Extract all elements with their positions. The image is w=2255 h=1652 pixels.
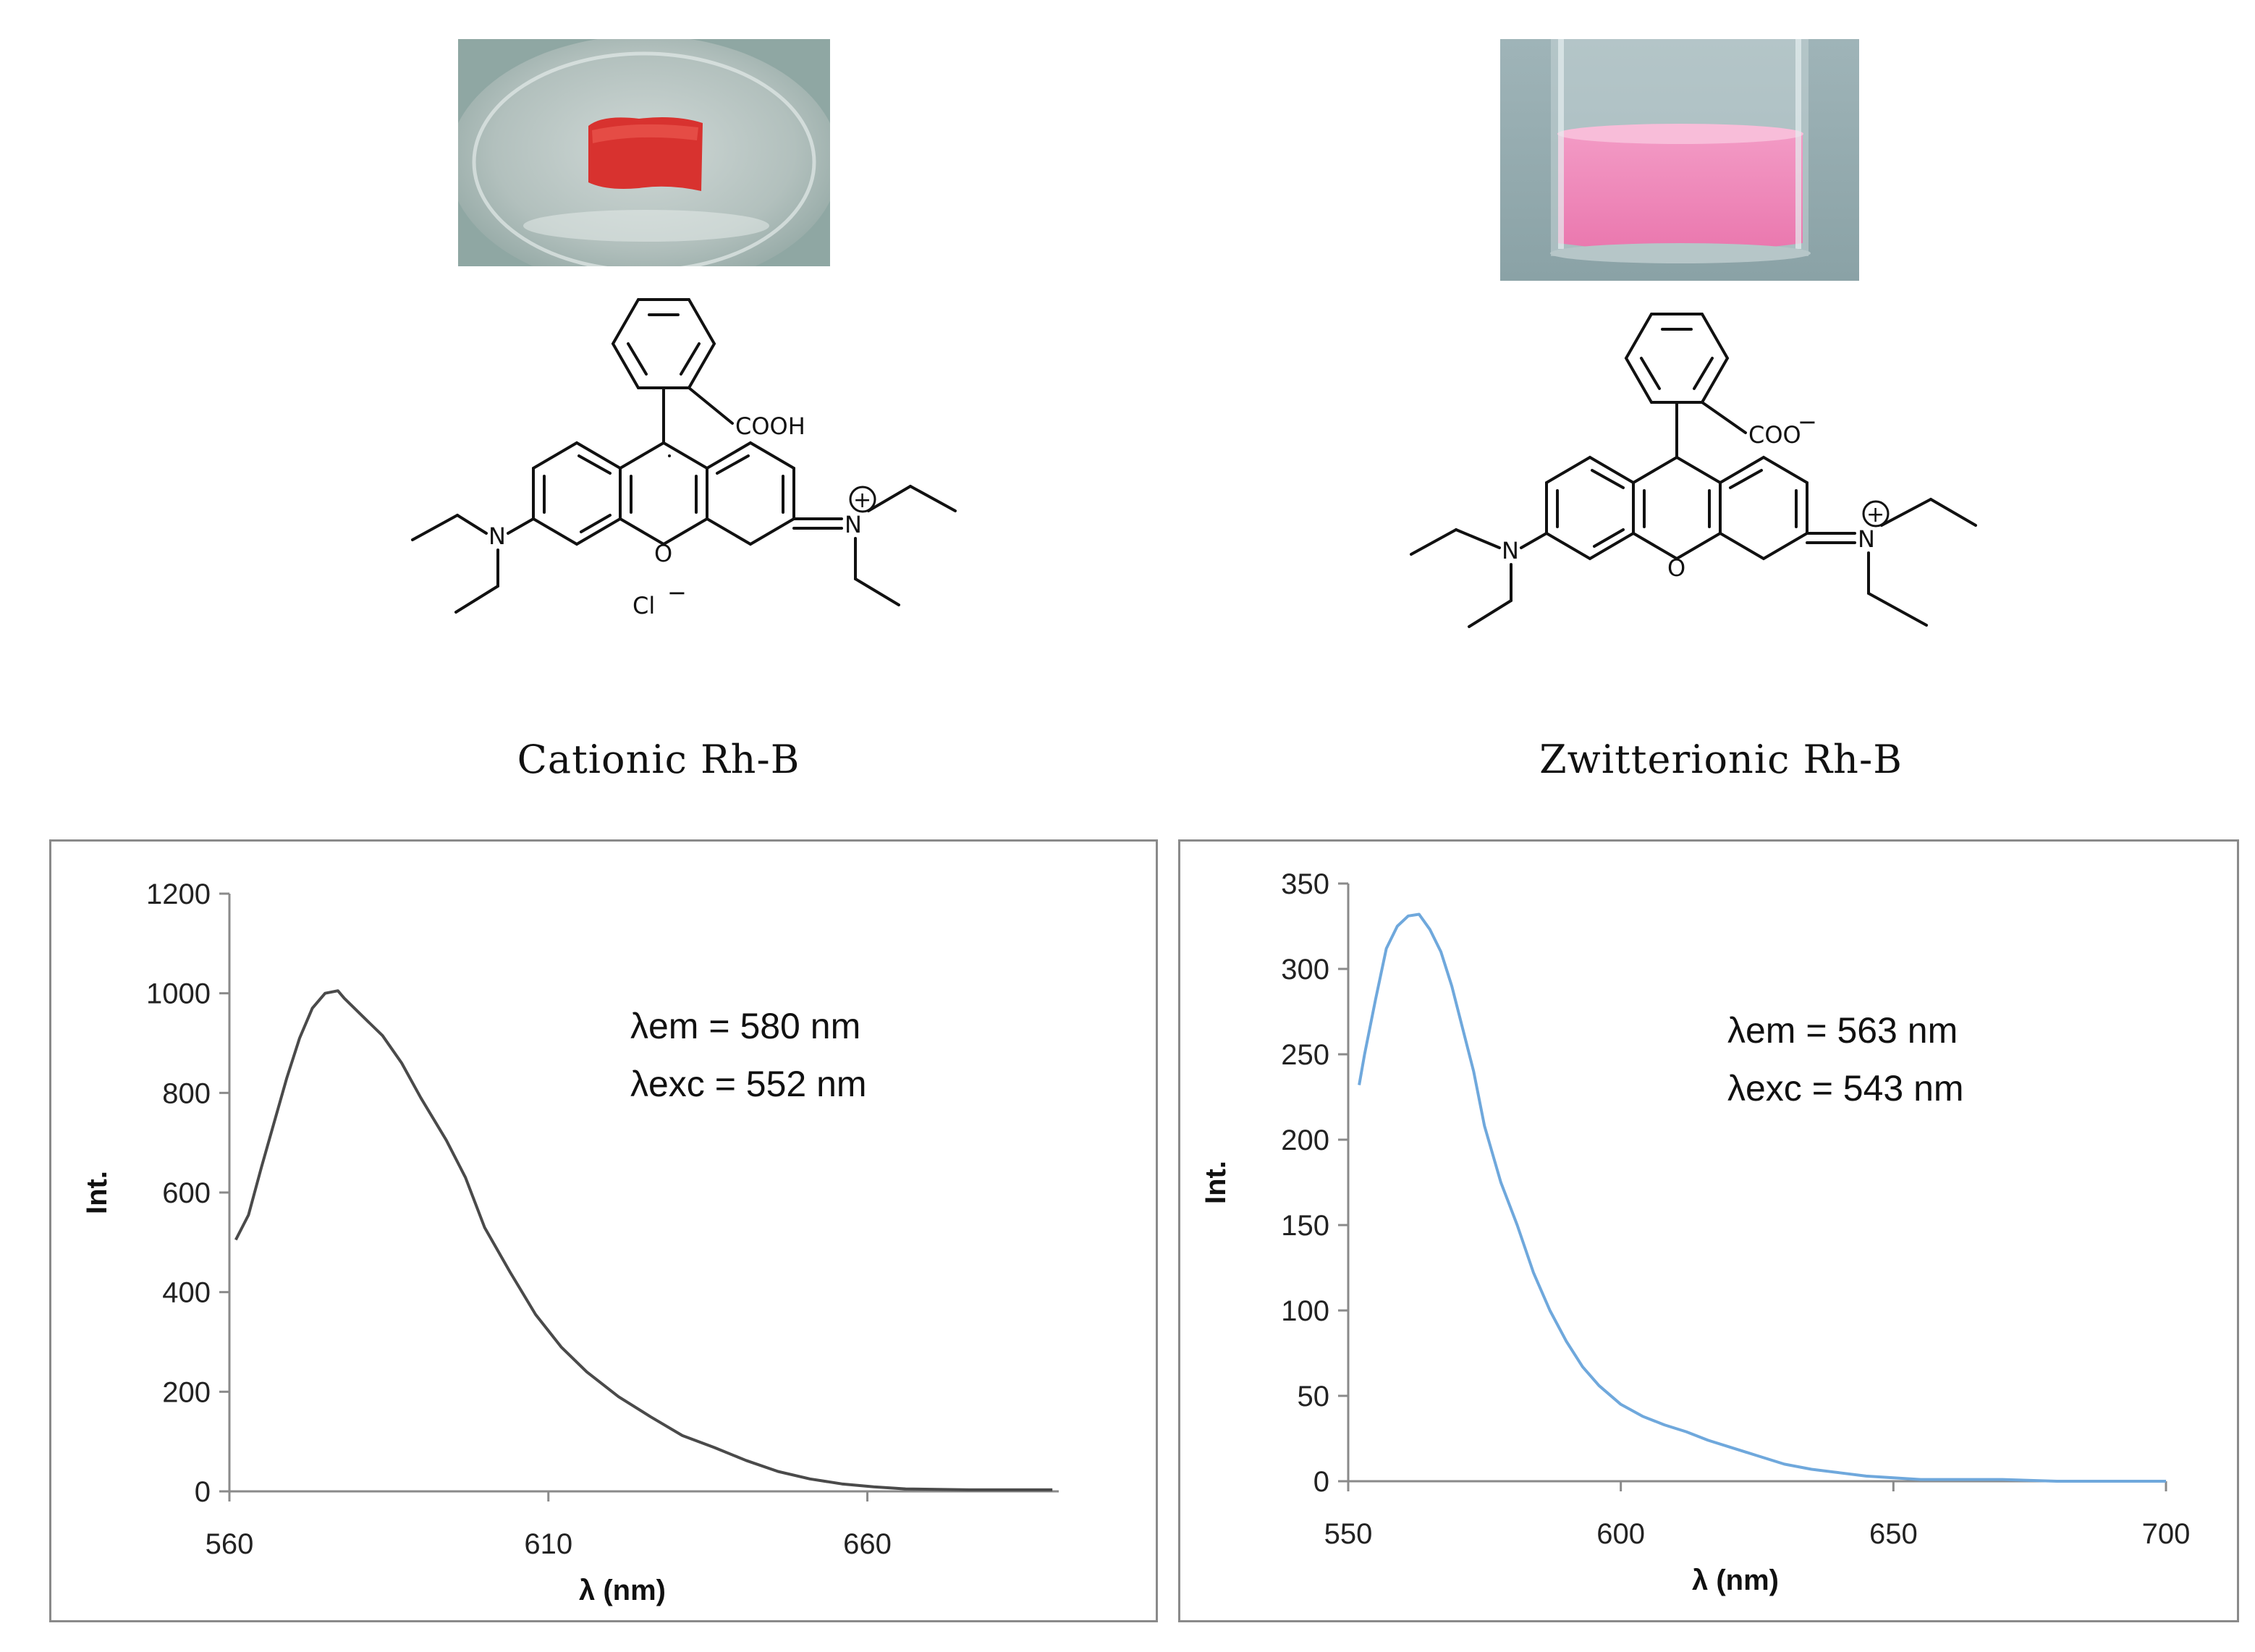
cooh-label: COOH: [735, 412, 805, 440]
pink-solution-photo: [1500, 39, 1859, 281]
x-tick-label: 550: [1324, 1518, 1373, 1550]
annotation-text: λexc = 543 nm: [1727, 1068, 1964, 1109]
y-axis-title: Int.: [1200, 1161, 1232, 1204]
ring-oxygen-label: O: [654, 540, 672, 567]
chloride-charge: −: [667, 579, 687, 606]
ring-oxygen-label: O: [1667, 554, 1685, 582]
amine-n-label: N: [488, 522, 506, 550]
chart-left-panel: 0 200 400 600 800 1000 1200 560 610 660 λ (nm) Int.…: [49, 839, 1158, 1622]
y-tick-label: 100: [1281, 1295, 1329, 1327]
series-line: [234, 989, 1053, 1491]
y-tick-label: 150: [1281, 1210, 1329, 1242]
positive-charge-icon: [849, 486, 876, 513]
y-tick-label: 800: [162, 1077, 211, 1109]
annotation-text: λem = 563 nm: [1727, 1010, 1958, 1051]
y-tick-label: 50: [1298, 1381, 1330, 1412]
y-tick-label: 350: [1281, 868, 1329, 900]
annotation-text: λem = 580 nm: [630, 1006, 860, 1046]
x-axis-title: λ (nm): [1692, 1564, 1779, 1596]
amine-n-label: N: [1502, 537, 1519, 564]
chloride-label: Cl: [632, 592, 655, 619]
x-tick-label: 610: [524, 1528, 572, 1560]
emission-chart-zwitterionic: 0 50 100 150 200 250 300 350 550 600 650 700 λ (nm) I…: [1200, 868, 2190, 1596]
zwitterionic-rhb-structure: COO − O N N +: [1410, 313, 1977, 628]
y-tick-label: 0: [195, 1476, 211, 1508]
axes: 0 50 100 150 200 250 300 350 550 600 650 700: [1281, 868, 2190, 1550]
x-tick-label: 700: [2142, 1518, 2191, 1550]
y-axis-title: Int.: [81, 1171, 113, 1214]
zwitterionic-rhb-label: Zwitterionic Rh-B: [1539, 737, 1903, 782]
annotation-text: λexc = 552 nm: [630, 1064, 867, 1104]
y-tick-label: 300: [1281, 954, 1329, 986]
iminium-n-label: N: [845, 511, 862, 538]
x-tick-label: 650: [1869, 1518, 1918, 1550]
y-tick-label: 200: [1281, 1124, 1329, 1156]
chart-right-panel: 0 50 100 150 200 250 300 350 550 600 650 700 λ (nm) I…: [1178, 839, 2239, 1622]
y-tick-label: 400: [162, 1277, 211, 1309]
y-tick-label: 0: [1313, 1466, 1329, 1498]
cationic-rhb-structure: COOH O N N Cl − +: [411, 298, 957, 619]
coo-charge: −: [1798, 408, 1817, 436]
axes: 0 200 400 600 800 1000 1200 560 610 660: [146, 878, 1059, 1560]
y-tick-label: 1000: [146, 978, 211, 1010]
red-gel-photo: [458, 39, 830, 266]
cationic-rhb-label: Cationic Rh-B: [517, 737, 800, 782]
y-tick-label: 600: [162, 1177, 211, 1209]
coo-label: COO: [1748, 421, 1801, 449]
series-line: [1358, 912, 2166, 1483]
y-tick-label: 250: [1281, 1039, 1329, 1071]
x-tick-label: 660: [843, 1528, 892, 1560]
emission-chart-cationic: 0 200 400 600 800 1000 1200 560 610 660 λ (nm) Int.…: [81, 878, 1059, 1606]
iminium-n-label: N: [1858, 525, 1875, 553]
x-tick-label: 600: [1596, 1518, 1645, 1550]
x-axis-title: λ (nm): [579, 1575, 666, 1606]
y-tick-label: 1200: [146, 878, 211, 910]
x-tick-label: 560: [206, 1528, 254, 1560]
positive-charge-label: +: [853, 488, 871, 513]
positive-charge-icon: [1862, 500, 1890, 528]
positive-charge-label: +: [1866, 502, 1884, 528]
y-tick-label: 200: [162, 1376, 211, 1408]
